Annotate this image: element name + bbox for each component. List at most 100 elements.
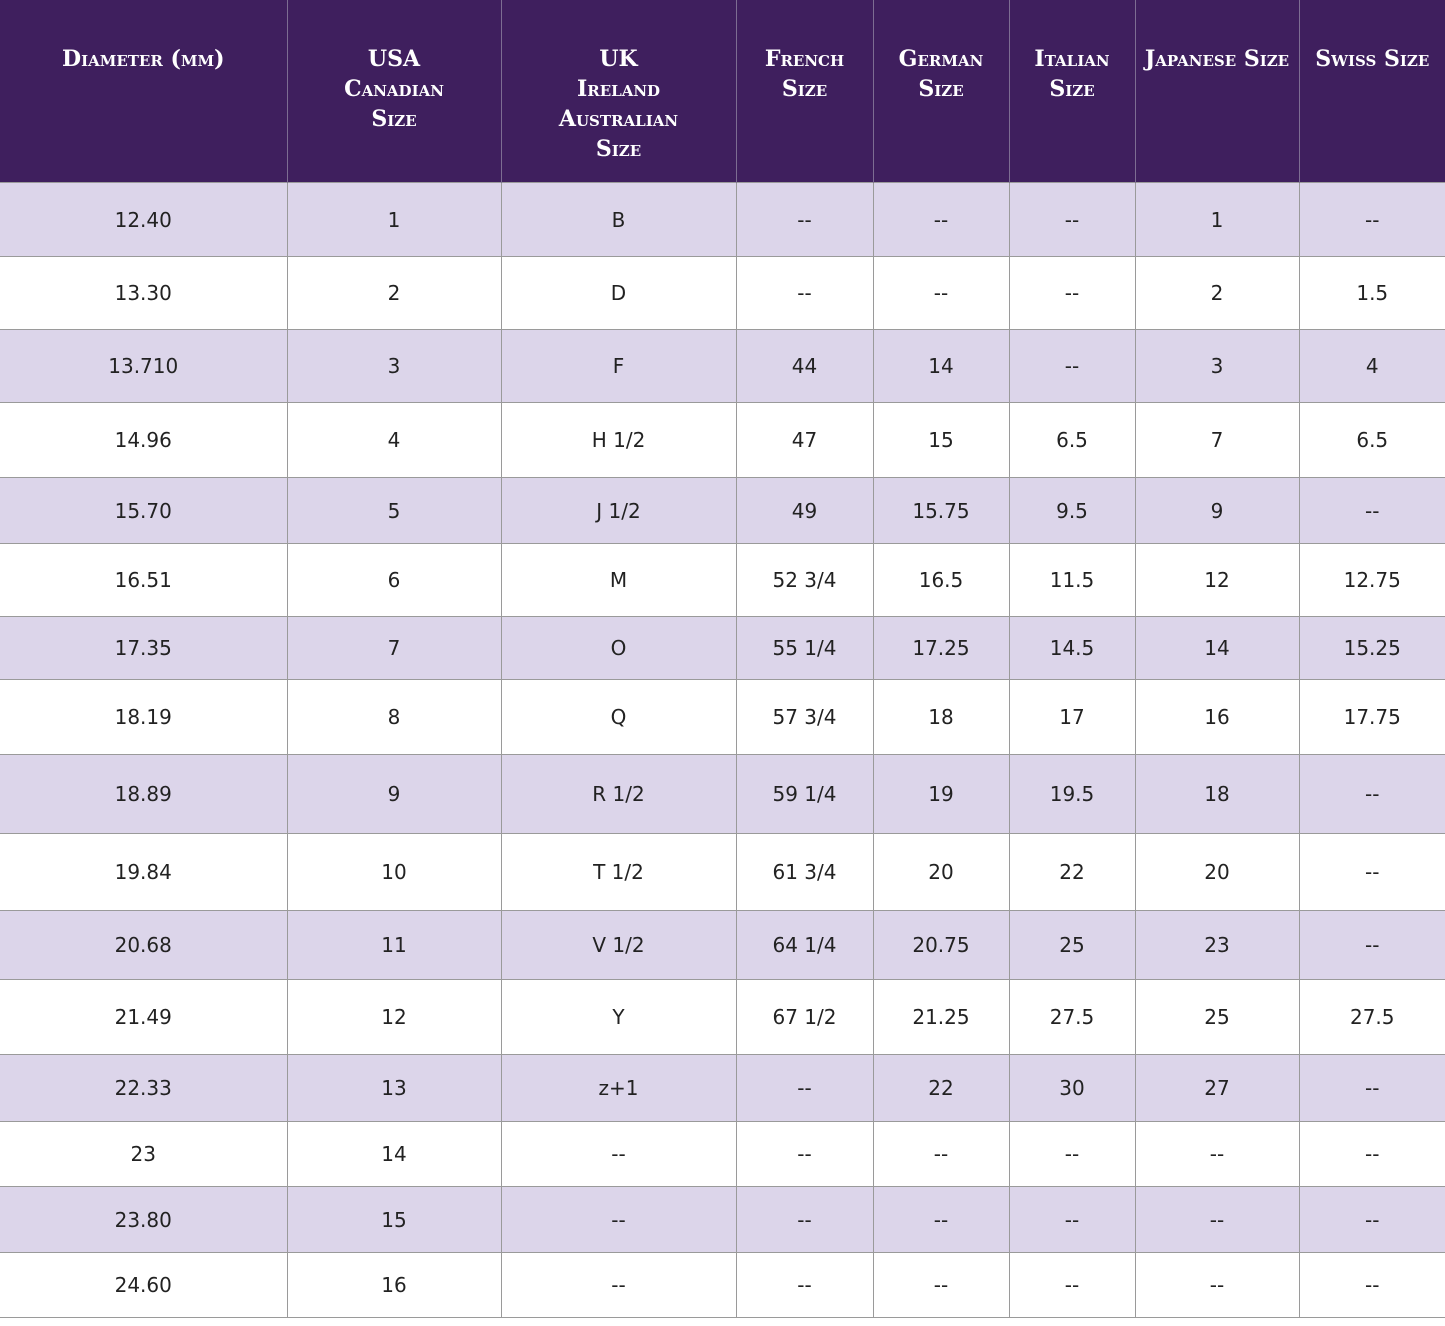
table-cell: 14.5 xyxy=(1008,616,1136,680)
header-cell: Swiss Size xyxy=(1299,0,1445,183)
table-cell: -- xyxy=(1298,1121,1445,1187)
table-cell: 20 xyxy=(872,833,1010,911)
table-cell: 52 3/4 xyxy=(735,543,874,617)
table-cell: 14 xyxy=(286,1121,502,1187)
table-row: 17.35 7 O 55 1/4 17.25 14.5 14 15.25 xyxy=(0,616,1445,680)
table-cell: -- xyxy=(500,1252,737,1318)
table-cell: 47 xyxy=(735,402,874,478)
header-cell: USA Canadian Size xyxy=(287,0,502,183)
table-cell: 11.5 xyxy=(1008,543,1136,617)
table-cell: 25 xyxy=(1134,979,1300,1055)
table-row: 18.19 8 Q 57 3/4 18 17 16 17.75 xyxy=(0,679,1445,755)
table-cell: -- xyxy=(1008,1186,1136,1253)
header-line: Australian xyxy=(558,106,679,132)
table-cell: 14.96 xyxy=(0,402,288,478)
table-row: 18.89 9 R 1/2 59 1/4 19 19.5 18 -- xyxy=(0,754,1445,834)
header-line: Ireland xyxy=(576,76,661,102)
header-line: Size xyxy=(781,76,828,102)
header-line: French xyxy=(764,46,845,72)
table-cell: 15.25 xyxy=(1298,616,1445,680)
table-cell: z+1 xyxy=(500,1054,737,1122)
table-cell: 17 xyxy=(1008,679,1136,755)
table-cell: 18.89 xyxy=(0,754,288,834)
table-row: 21.49 12 Y 67 1/2 21.25 27.5 25 27.5 xyxy=(0,979,1445,1055)
table-cell: -- xyxy=(1298,477,1445,544)
table-cell: Q xyxy=(500,679,737,755)
table-row: 14.96 4 H 1/2 47 15 6.5 7 6.5 xyxy=(0,402,1445,478)
table-cell: -- xyxy=(735,182,874,257)
table-cell: -- xyxy=(872,1186,1010,1253)
table-cell: 1.5 xyxy=(1298,256,1445,330)
table-cell: 30 xyxy=(1008,1054,1136,1122)
table-cell: -- xyxy=(1134,1186,1300,1253)
header-line: Size xyxy=(595,136,642,162)
table-cell: 59 1/4 xyxy=(735,754,874,834)
table-cell: -- xyxy=(872,1121,1010,1187)
table-cell: -- xyxy=(1008,256,1136,330)
table-cell: 19.5 xyxy=(1008,754,1136,834)
header-line: Size xyxy=(918,76,964,102)
table-cell: V 1/2 xyxy=(500,910,737,980)
table-cell: 17.35 xyxy=(0,616,288,680)
header-cell: German Size xyxy=(873,0,1010,183)
table-cell: 23.80 xyxy=(0,1186,288,1253)
table-cell: R 1/2 xyxy=(500,754,737,834)
table-row: 22.33 13 z+1 -- 22 30 27 -- xyxy=(0,1054,1445,1122)
table-cell: -- xyxy=(500,1121,737,1187)
header-line: Size xyxy=(1049,76,1095,102)
table-cell: 2 xyxy=(286,256,502,330)
table-cell: 20.75 xyxy=(872,910,1010,980)
table-cell: 21.25 xyxy=(872,979,1010,1055)
table-cell: -- xyxy=(1298,833,1445,911)
header-row: Diameter (mm) USA Canadian Size UK Ireland Aus… xyxy=(0,0,1445,183)
table-cell: 12 xyxy=(286,979,502,1055)
header-line: UK xyxy=(599,46,638,72)
table-cell: 12.40 xyxy=(0,182,288,257)
table-cell: 12 xyxy=(1134,543,1300,617)
table-cell: 7 xyxy=(286,616,502,680)
table-row: 23.80 15 -- -- -- -- -- -- xyxy=(0,1186,1445,1253)
table-cell: -- xyxy=(1298,1054,1445,1122)
table-row: 13.30 2 D -- -- -- 2 1.5 xyxy=(0,256,1445,330)
table-cell: 22 xyxy=(1008,833,1136,911)
table-cell: 16 xyxy=(286,1252,502,1318)
table-cell: 5 xyxy=(286,477,502,544)
table-cell: 10 xyxy=(286,833,502,911)
table-cell: 25 xyxy=(1008,910,1136,980)
table-cell: 2 xyxy=(1134,256,1300,330)
table-cell: -- xyxy=(872,182,1010,257)
table-cell: -- xyxy=(735,256,874,330)
table-row: 16.51 6 M 52 3/4 16.5 11.5 12 12.75 xyxy=(0,543,1445,617)
table-cell: 8 xyxy=(286,679,502,755)
table-row: 24.60 16 -- -- -- -- -- -- xyxy=(0,1252,1445,1318)
table-cell: 16 xyxy=(1134,679,1300,755)
table-cell: 18 xyxy=(1134,754,1300,834)
table-cell: 17.25 xyxy=(872,616,1010,680)
table-cell: -- xyxy=(872,1252,1010,1318)
table-cell: 20.68 xyxy=(0,910,288,980)
table-row: 20.68 11 V 1/2 64 1/4 20.75 25 23 -- xyxy=(0,910,1445,980)
table-cell: T 1/2 xyxy=(500,833,737,911)
table-cell: -- xyxy=(1134,1121,1300,1187)
table-cell: 13 xyxy=(286,1054,502,1122)
table-cell: 4 xyxy=(1298,329,1445,403)
table-cell: 1 xyxy=(1134,182,1300,257)
table-cell: -- xyxy=(1134,1252,1300,1318)
table-cell: F xyxy=(500,329,737,403)
table-cell: -- xyxy=(735,1252,874,1318)
table-cell: 4 xyxy=(286,402,502,478)
table-cell: 16.51 xyxy=(0,543,288,617)
header-cell: UK Ireland Australian Size xyxy=(501,0,737,183)
header-line: Size xyxy=(371,106,417,132)
header-line: Italian xyxy=(1034,46,1110,72)
table-cell: 21.49 xyxy=(0,979,288,1055)
table-cell: 27.5 xyxy=(1298,979,1445,1055)
table-cell: 15 xyxy=(286,1186,502,1253)
table-cell: H 1/2 xyxy=(500,402,737,478)
table-cell: 27 xyxy=(1134,1054,1300,1122)
table-cell: 15.75 xyxy=(872,477,1010,544)
table-cell: 6 xyxy=(286,543,502,617)
table-cell: 44 xyxy=(735,329,874,403)
table-cell: M xyxy=(500,543,737,617)
table-cell: -- xyxy=(735,1186,874,1253)
